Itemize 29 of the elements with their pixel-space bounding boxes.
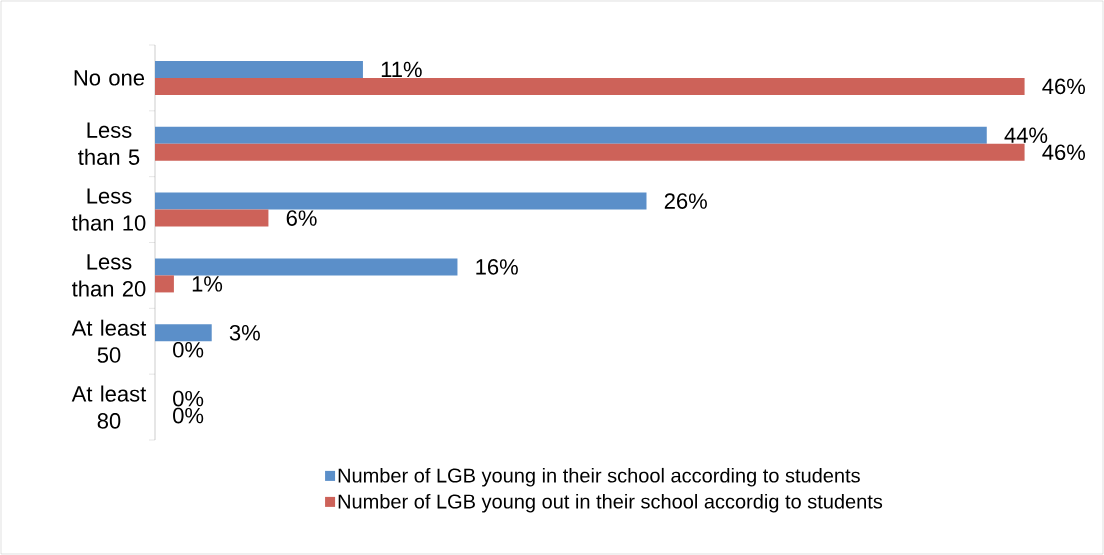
data-label: 46% <box>1042 144 1086 161</box>
data-label: 11% <box>381 61 422 78</box>
bar <box>155 126 987 144</box>
legend-label: Number of LGB young in their school according to students <box>338 467 860 487</box>
data-label: 3% <box>229 324 260 341</box>
y-tick-label: Less than 20 <box>71 254 146 297</box>
data-label: 44% <box>1004 127 1048 143</box>
data-label: 16% <box>476 259 518 275</box>
bar <box>155 258 458 276</box>
bar <box>155 60 363 78</box>
bar <box>155 143 1025 161</box>
data-label: 1% <box>192 276 223 292</box>
bar <box>155 275 174 293</box>
y-tick-label: At least 80 <box>71 385 147 429</box>
bar <box>155 77 1025 95</box>
bar <box>155 324 212 342</box>
y-tick-label: Less than 5 <box>78 122 140 165</box>
legend-label: Number of LGB young out in their school accordig to students <box>338 493 883 513</box>
data-label: 0% <box>173 407 204 424</box>
data-label: 46% <box>1042 78 1086 95</box>
data-label: 26% <box>664 193 707 209</box>
data-label: 0% <box>173 390 204 407</box>
y-tick-label: Less than 10 <box>71 188 146 231</box>
data-label: 6% <box>286 210 317 226</box>
y-tick-label: No one <box>74 70 145 86</box>
bar <box>155 192 647 210</box>
data-label: 0% <box>173 341 204 358</box>
y-tick-label: At least 50 <box>71 319 147 363</box>
bar <box>155 209 269 227</box>
